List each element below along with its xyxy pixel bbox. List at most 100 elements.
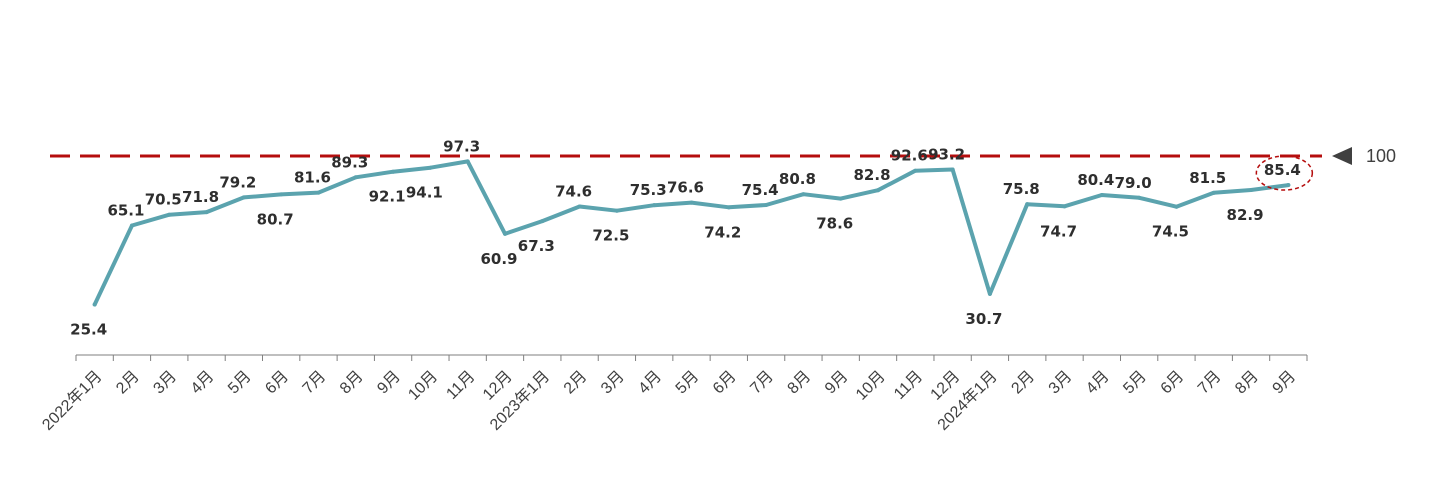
x-tick-label: 4月: [635, 368, 665, 398]
x-tick-label: 3月: [1046, 368, 1076, 398]
data-point: [1137, 195, 1142, 200]
data-point: [1062, 204, 1067, 209]
x-tick-label: 8月: [337, 368, 367, 398]
x-tick-label: 9月: [374, 368, 404, 398]
x-tick-label: 5月: [225, 368, 255, 398]
x-tick-label: 2月: [1008, 368, 1038, 398]
data-label: 92.6: [891, 147, 928, 165]
data-label: 80.8: [779, 170, 816, 188]
data-point: [129, 223, 134, 228]
data-point: [428, 165, 433, 170]
x-tick-label: 10月: [853, 368, 889, 404]
x-tick-label: 5月: [673, 368, 703, 398]
data-label: 75.3: [630, 181, 667, 199]
data-point: [801, 192, 806, 197]
data-label: 82.8: [854, 166, 891, 184]
x-axis: [75, 354, 1308, 361]
x-tick-label: 11月: [891, 368, 926, 403]
data-point: [1099, 193, 1104, 198]
x-tick-label: 2月: [113, 368, 143, 398]
data-point: [353, 175, 358, 180]
data-point: [465, 159, 470, 164]
x-tick-label: 3月: [598, 368, 628, 398]
x-tick-label: 7月: [300, 368, 330, 398]
x-tick-label: 5月: [1120, 368, 1150, 398]
x-tick-label: 6月: [710, 368, 740, 398]
data-label: 25.4: [70, 320, 107, 338]
data-labels: 25.4 65.170.5 71.879.2 80.7 81.689.392.1 94.1…: [70, 137, 1301, 338]
x-tick-label: 8月: [785, 368, 815, 398]
data-label: 75.8: [1003, 180, 1040, 198]
data-label: 81.6: [294, 169, 331, 187]
data-point: [204, 210, 209, 215]
data-point: [652, 203, 657, 208]
x-tick-label: 6月: [1158, 368, 1188, 398]
data-label: 74.2: [704, 223, 741, 241]
data-point: [1249, 188, 1254, 193]
data-point: [1211, 190, 1216, 195]
data-label: 76.6: [667, 179, 704, 197]
data-point: [92, 302, 97, 307]
x-tick-label: 7月: [747, 368, 777, 398]
x-tick-label: 2月: [561, 368, 591, 398]
data-point: [950, 167, 955, 172]
data-point: [1025, 202, 1030, 207]
data-label: 65.1: [107, 201, 144, 219]
data-point: [1174, 204, 1179, 209]
x-tick-label: 9月: [822, 368, 852, 398]
data-label: 78.6: [816, 215, 853, 233]
data-label: 60.9: [480, 250, 517, 268]
x-tick-label: 3月: [150, 368, 180, 398]
data-label: 74.7: [1040, 222, 1077, 240]
data-label: 79.0: [1115, 174, 1152, 192]
data-point: [577, 204, 582, 209]
x-tick-label: 10月: [405, 368, 441, 404]
data-label: 80.7: [257, 210, 294, 228]
highlight-circle: [1255, 155, 1314, 191]
data-point: [689, 200, 694, 205]
x-tick-label: 7月: [1195, 368, 1225, 398]
data-label: 85.4: [1264, 161, 1301, 179]
data-label: 81.5: [1189, 169, 1226, 187]
data-label: 89.3: [331, 153, 368, 171]
x-tick-label: 8月: [1232, 368, 1262, 398]
data-label: 82.9: [1227, 206, 1264, 224]
data-point: [540, 219, 545, 224]
data-label: 30.7: [965, 310, 1002, 328]
data-label: 97.3: [443, 137, 480, 155]
data-label: 92.1: [369, 188, 406, 206]
data-point: [502, 231, 507, 236]
x-tick-label: 4月: [188, 368, 218, 398]
data-point: [1286, 183, 1291, 188]
x-tick-label: 9月: [1270, 368, 1300, 398]
x-tick-label: 2022年1月: [39, 367, 106, 434]
data-point: [391, 169, 396, 174]
data-point: [614, 208, 619, 213]
data-label: 80.4: [1077, 171, 1114, 189]
data-label: 71.8: [182, 188, 219, 206]
reference-marker-icon: [1332, 147, 1352, 165]
data-point: [726, 205, 731, 210]
data-point: [316, 190, 321, 195]
data-point: [167, 212, 172, 217]
x-tick-label: 11月: [443, 368, 478, 403]
reference-line-label: 100: [1366, 146, 1396, 166]
data-point: [838, 196, 843, 201]
x-tick-label: 4月: [1083, 368, 1113, 398]
data-label: 94.1: [406, 184, 443, 202]
data-point: [764, 202, 769, 207]
data-point: [987, 291, 992, 296]
data-label: 75.4: [742, 181, 779, 199]
data-label: 72.5: [592, 227, 629, 245]
data-point: [913, 168, 918, 173]
data-label: 93.2: [928, 146, 965, 164]
data-label: 79.2: [219, 173, 256, 191]
x-tick-label: 6月: [262, 368, 292, 398]
data-label: 74.5: [1152, 223, 1189, 241]
data-point: [876, 188, 881, 193]
data-point: [241, 195, 246, 200]
data-label: 70.5: [145, 191, 182, 209]
data-label: 67.3: [518, 237, 555, 255]
